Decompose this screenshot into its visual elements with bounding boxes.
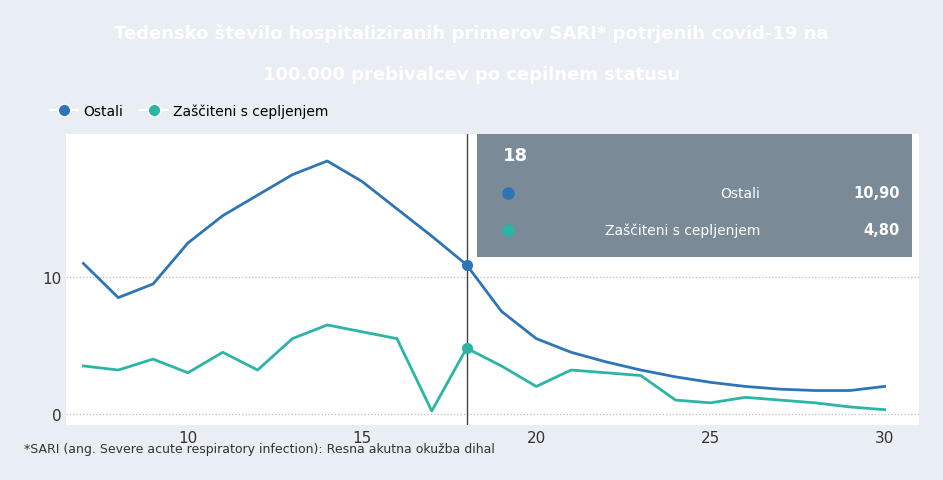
Text: *SARI (ang. Severe acute respiratory infection): Resna akutna okužba dihal: *SARI (ang. Severe acute respiratory inf… [24,442,494,455]
Legend: Ostali, Zaščiteni s cepljenjem: Ostali, Zaščiteni s cepljenjem [44,99,335,124]
Text: 100.000 prebivalcev po cepilnem statusu: 100.000 prebivalcev po cepilnem statusu [263,66,680,84]
Text: Tedensko število hospitaliziranih primerov SARI* potrjenih covid-19 na: Tedensko število hospitaliziranih primer… [114,24,829,43]
